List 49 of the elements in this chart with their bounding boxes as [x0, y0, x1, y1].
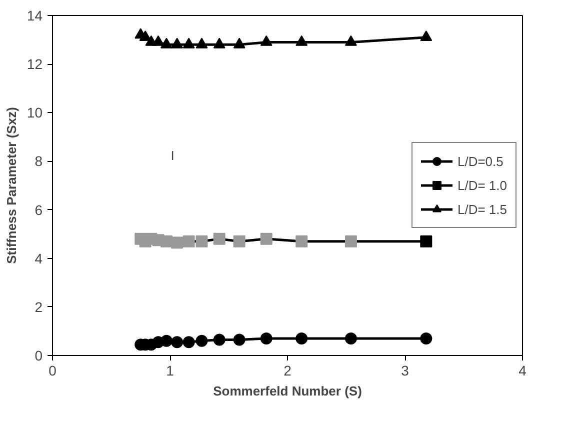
point: [344, 35, 357, 46]
y-tick-label: 2: [34, 298, 43, 315]
legend-label: L/D= 1.0: [457, 178, 507, 192]
point: [233, 235, 246, 248]
y-tick-label: 10: [26, 104, 43, 121]
point: [139, 30, 152, 42]
point: [344, 235, 357, 248]
point: [296, 35, 308, 46]
point: [233, 334, 246, 346]
x-tick-label: 4: [518, 362, 527, 378]
point: [213, 232, 226, 245]
x-tick-label: 1: [166, 362, 174, 378]
x-tick-label: 3: [401, 362, 410, 378]
point: [171, 236, 184, 249]
y-tick-label: 12: [26, 56, 43, 72]
point: [213, 334, 226, 346]
point: [196, 334, 208, 347]
point: [233, 38, 246, 48]
y-tick-label: 4: [34, 250, 43, 266]
point: [344, 332, 357, 344]
y-tick-label: 6: [34, 202, 43, 218]
point: [260, 35, 272, 46]
point: [196, 38, 208, 48]
point: [213, 38, 226, 48]
point: [182, 336, 195, 348]
point: [160, 38, 172, 48]
annotation: I: [170, 148, 174, 163]
y-axis-title: Stiffness Parameter (Sxz): [4, 107, 19, 264]
y-tick-label: 14: [26, 8, 43, 24]
point: [260, 332, 272, 344]
point: [182, 38, 195, 48]
y-tick-label: 8: [34, 153, 43, 170]
point: [152, 35, 164, 46]
point: [182, 235, 195, 248]
x-tick-label: 0: [48, 362, 57, 378]
point: [420, 332, 432, 344]
point: [296, 332, 308, 344]
y-tick-label: 0: [34, 348, 43, 364]
point: [296, 235, 308, 248]
legend-label: L/D=0.5: [457, 154, 504, 168]
point: [171, 38, 184, 48]
legend-label: L/D= 1.5: [457, 202, 507, 216]
point: [160, 334, 172, 347]
x-tick-label: 2: [284, 362, 292, 378]
point: [420, 30, 432, 42]
point: [171, 336, 184, 348]
point: [196, 235, 208, 248]
point: [260, 232, 272, 245]
x-axis-title: Sommerfeld Number (S): [213, 384, 362, 398]
